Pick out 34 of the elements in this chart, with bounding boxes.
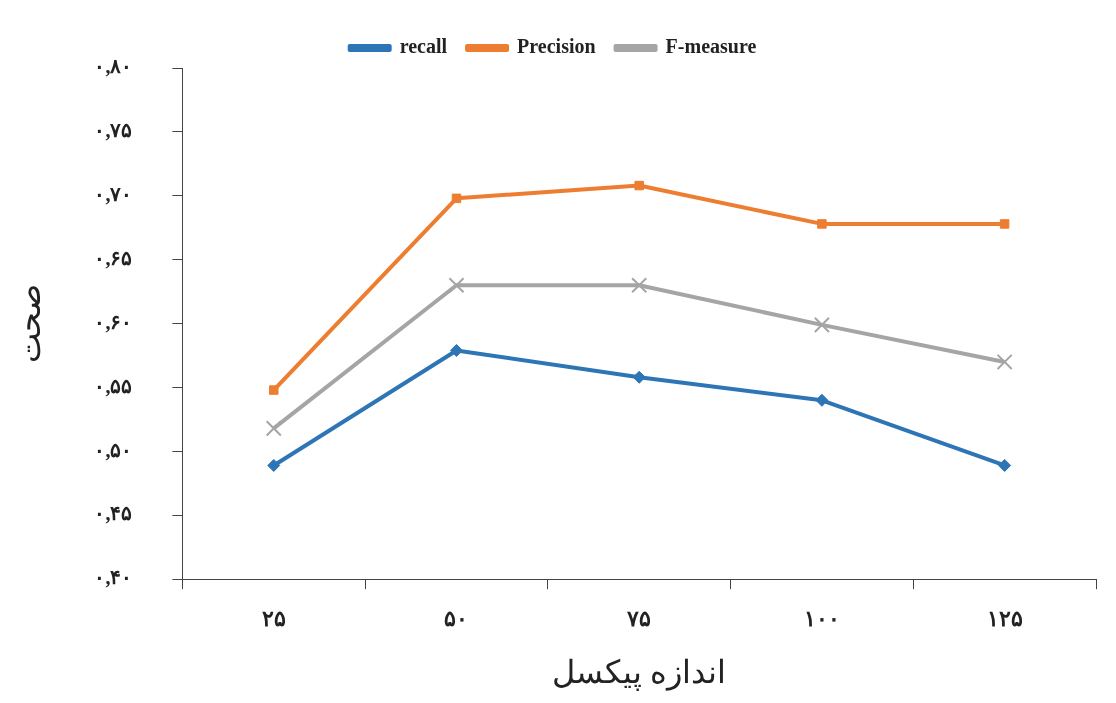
point [265,420,282,437]
y-tick-label: ۰,۵۵ [94,374,133,397]
point [449,343,463,357]
point [448,277,465,294]
x-tick-label: ۵۰ [444,606,469,632]
y-tick-label: ۰,۷۰ [94,182,133,205]
point [451,193,462,204]
legend-label: Precision [517,35,596,58]
point [817,219,827,229]
point [269,385,279,395]
x-tick-label: ۲۵ [261,606,286,632]
point [632,370,646,384]
y-tick-label: ۰,۶۵ [94,246,133,269]
point [999,219,1010,229]
x-tick-label: ۷۵ [626,606,652,632]
x-tick-label: ۱۲۵ [986,606,1023,632]
point [815,393,829,407]
y-axis-title: صحت [10,284,47,364]
y-tick-label: ۰,۶۰ [94,310,133,333]
x-axis-title: اندازه پیکسل [552,654,727,692]
point [998,458,1012,472]
point [634,180,644,191]
y-tick-label: ۰,۴۵ [94,502,133,525]
legend-label: F-measure [665,35,757,58]
x-tick-label: ۱۰۰ [803,606,840,632]
y-tick-label: ۰,۸۰ [94,55,133,78]
legend-label: recall [399,35,448,58]
point [267,458,281,472]
y-tick-label: ۰,۴۰ [94,566,133,589]
point [813,316,830,333]
point [996,353,1013,371]
y-tick-label: ۰,۷۵ [94,119,133,142]
y-tick-label: ۰,۵۰ [94,438,133,461]
point [631,277,648,294]
